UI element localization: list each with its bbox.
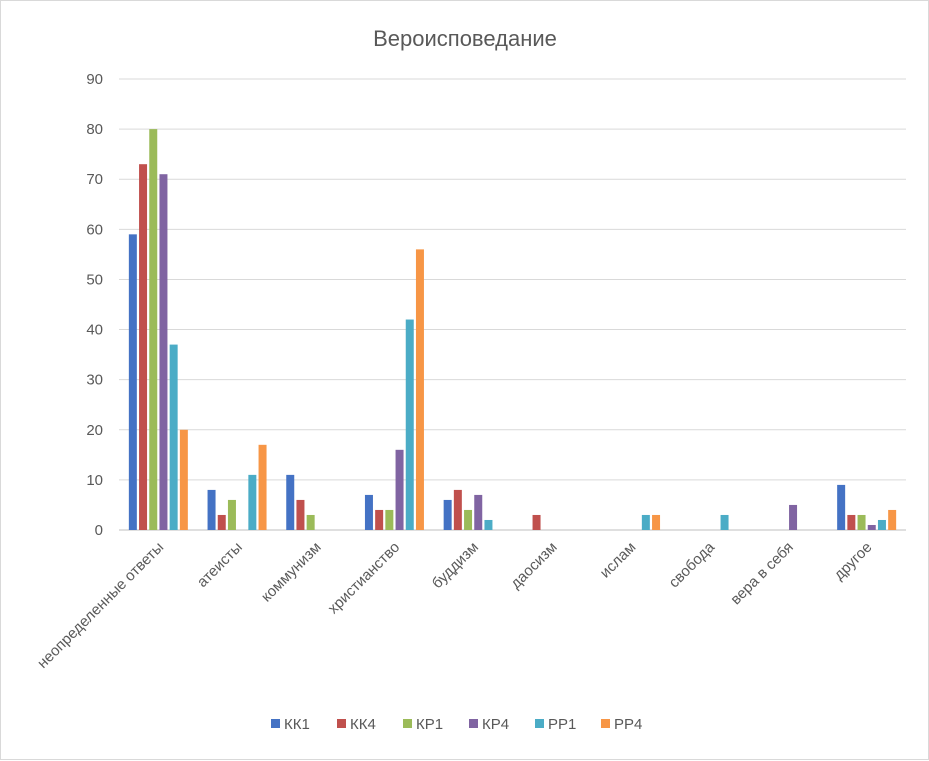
bar-КК1-2 <box>286 474 295 530</box>
bar-КР4-8 <box>789 504 798 530</box>
bar-РР4-0 <box>179 429 188 530</box>
bar-КК4-9 <box>847 514 856 530</box>
bar-КР1-3 <box>385 509 394 530</box>
bar-РР1-1 <box>248 474 257 530</box>
bar-КК1-1 <box>207 489 216 530</box>
bar-РР1-9 <box>877 519 886 530</box>
bar-РР4-1 <box>258 444 267 530</box>
x-category-label: христианство <box>325 539 404 618</box>
legend-label: КР1 <box>416 716 443 733</box>
gridlines <box>119 78 906 531</box>
legend: КК1 КК4 КР1 КР4 РР1 РР4 <box>271 716 642 733</box>
x-category-label: коммунизм <box>258 539 325 606</box>
legend-swatch-КК4 <box>337 719 346 728</box>
y-tick-label: 0 <box>95 522 103 539</box>
bar-КР4-3 <box>395 449 404 530</box>
bars <box>128 129 897 530</box>
bar-КК4-4 <box>453 489 462 530</box>
chart-title: Вероисповедание <box>373 26 557 51</box>
bar-КК1-9 <box>837 484 846 530</box>
legend-label: КК4 <box>350 716 376 733</box>
x-category-label: атеисты <box>194 539 246 591</box>
y-tick-label: 40 <box>86 322 103 339</box>
x-category-label: неопределенные ответы <box>34 539 167 672</box>
y-tick-label: 90 <box>86 71 103 88</box>
bar-КР4-9 <box>867 524 876 530</box>
y-tick-label: 70 <box>86 171 103 188</box>
bar-КК4-5 <box>532 514 541 530</box>
x-category-label: буддизм <box>429 539 482 592</box>
bar-КР1-2 <box>306 514 315 530</box>
bar-РР1-0 <box>169 344 178 530</box>
legend-swatch-КР1 <box>403 719 412 728</box>
bar-РР1-4 <box>484 519 493 530</box>
bar-КК1-4 <box>443 499 452 530</box>
legend-label: РР4 <box>614 716 642 733</box>
bar-РР1-7 <box>720 514 729 530</box>
bar-КК4-1 <box>217 514 226 530</box>
y-axis-ticks: 0 10 20 30 40 50 60 70 80 90 <box>86 71 103 539</box>
bar-РР1-6 <box>641 514 650 530</box>
bar-КР1-4 <box>464 509 473 530</box>
bar-КР1-9 <box>857 514 866 530</box>
bar-КК1-3 <box>364 494 373 530</box>
legend-swatch-КК1 <box>271 719 280 728</box>
y-tick-label: 10 <box>86 472 103 489</box>
x-category-label: ислам <box>597 539 640 582</box>
bar-РР4-6 <box>652 514 661 530</box>
bar-КК4-0 <box>139 164 148 530</box>
legend-label: РР1 <box>548 716 576 733</box>
x-category-label: другое <box>831 539 876 584</box>
bar-КК1-0 <box>128 234 137 530</box>
y-tick-label: 50 <box>86 271 103 288</box>
legend-swatch-РР1 <box>535 719 544 728</box>
x-category-label: вера в себя <box>727 539 796 608</box>
y-tick-label: 60 <box>86 221 103 238</box>
x-category-label: свобода <box>666 538 719 591</box>
bar-КР1-0 <box>149 129 158 530</box>
legend-swatch-РР4 <box>601 719 610 728</box>
bar-КР1-1 <box>227 499 236 530</box>
bar-РР4-3 <box>415 249 424 530</box>
legend-swatch-КР4 <box>469 719 478 728</box>
x-category-label: даосизм <box>507 539 560 592</box>
bar-РР1-3 <box>405 319 414 530</box>
bar-КК4-3 <box>375 509 384 530</box>
bar-КК4-2 <box>296 499 305 530</box>
bar-КР4-0 <box>159 174 168 530</box>
legend-label: КР4 <box>482 716 509 733</box>
y-tick-label: 80 <box>86 121 103 138</box>
x-axis-categories: неопределенные ответы атеисты коммунизм хри… <box>34 538 875 672</box>
y-tick-label: 30 <box>86 372 103 389</box>
bar-КР4-4 <box>474 494 483 530</box>
bar-РР4-9 <box>888 509 897 530</box>
y-tick-label: 20 <box>86 422 103 439</box>
legend-label: КК1 <box>284 716 310 733</box>
